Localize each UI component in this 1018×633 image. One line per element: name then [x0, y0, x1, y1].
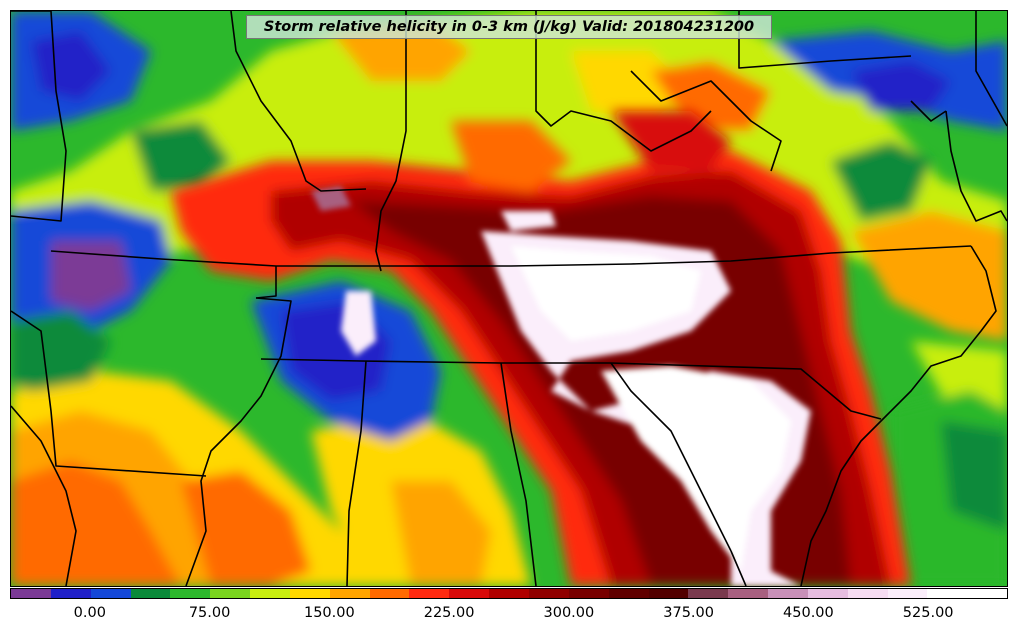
colorbar-segment: [807, 589, 848, 598]
colorbar-segment: [528, 589, 569, 598]
colorbar-segment: [887, 589, 928, 598]
helicity-peak: [311, 186, 811, 586]
colorbar-tick-label: 300.00: [543, 605, 595, 621]
colorbar-segment: [250, 589, 290, 598]
map-title-box: Storm relative helicity in 0-3 km (J/kg)…: [246, 15, 772, 39]
helicity-map: [11, 11, 1007, 586]
colorbar-segment: [210, 589, 251, 598]
colorbar-segment: [11, 589, 51, 598]
colorbar-segment: [449, 589, 490, 598]
colorbar-segment: [329, 589, 370, 598]
colorbar-segment: [489, 589, 529, 598]
colorbar-segment: [130, 589, 171, 598]
colorbar-segment: [90, 589, 131, 598]
colorbar-segment: [568, 589, 609, 598]
map-title: Storm relative helicity in 0-3 km (J/kg)…: [263, 19, 755, 35]
colorbar-segment: [728, 589, 769, 598]
colorbar-tick-label: 525.00: [902, 605, 954, 621]
colorbar-segment: [50, 589, 91, 598]
colorbar-segment: [409, 589, 450, 598]
colorbar-segment: [688, 589, 729, 598]
colorbar-tick-label: 150.00: [303, 605, 355, 621]
colorbar-segment: [608, 589, 649, 598]
state-boundaries: [11, 11, 1007, 586]
colorbar-segment: [289, 589, 330, 598]
colorbar-tick-label: 0.00: [73, 605, 106, 621]
colorbar-segment: [768, 589, 808, 598]
colorbar: [10, 588, 1008, 599]
colorbar-tick-label: 225.00: [423, 605, 475, 621]
colorbar-tick-label: 375.00: [663, 605, 714, 621]
colorbar-tick-labels: 0.00 75.00 150.00 225.00 300.00 375.00 450.00 5…: [0, 600, 1018, 630]
colorbar-segment: [967, 589, 1008, 598]
colorbar-segment: [170, 589, 211, 598]
map-frame: [10, 10, 1008, 587]
colorbar-segment: [847, 589, 888, 598]
colorbar-segment: [648, 589, 689, 598]
colorbar-tick-label: 75.00: [188, 605, 231, 621]
colorbar-tick-label: 450.00: [783, 605, 834, 621]
colorbar-segment: [927, 589, 968, 598]
colorbar-segment: [369, 589, 410, 598]
